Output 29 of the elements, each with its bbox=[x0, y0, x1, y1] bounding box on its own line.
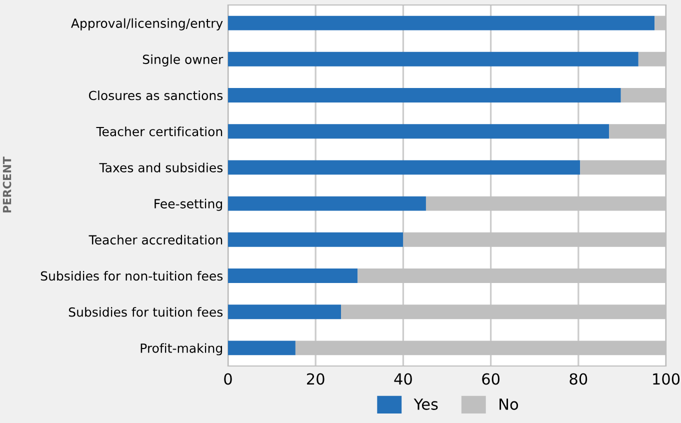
y-tick-label: Approval/licensing/entry bbox=[71, 18, 223, 30]
y-tick-label: Single owner bbox=[142, 54, 224, 66]
x-tick-label: 100 bbox=[653, 373, 680, 385]
x-tick-label: 20 bbox=[307, 373, 324, 385]
bar bbox=[228, 160, 580, 175]
bar bbox=[228, 304, 342, 320]
x-tick-label: 0 bbox=[224, 373, 232, 385]
y-tick-label: Subsidies for tuition fees bbox=[68, 307, 223, 317]
bar bbox=[228, 124, 610, 139]
y-tick-label: Profit-making bbox=[140, 343, 222, 356]
bar bbox=[228, 340, 296, 356]
bar bbox=[228, 232, 404, 247]
legend-label: Yes bbox=[414, 398, 438, 410]
legend-label: No bbox=[500, 398, 518, 410]
y-tick-label: Closures as sanctions bbox=[88, 90, 223, 100]
y-tick-label: Teacher accreditation bbox=[88, 234, 222, 245]
y-tick-label: Subsidies for non-tuition fees bbox=[40, 271, 223, 281]
bar bbox=[228, 196, 426, 211]
bar bbox=[228, 16, 655, 30]
bar bbox=[228, 52, 638, 66]
x-tick-label: 40 bbox=[394, 373, 412, 385]
y-tick-label: Fee-setting bbox=[154, 198, 222, 211]
x-tick-label: 60 bbox=[482, 373, 500, 385]
bar bbox=[228, 268, 358, 283]
x-tick-label: 80 bbox=[570, 373, 588, 385]
y-tick-label: Teacher certification bbox=[96, 126, 222, 136]
y-axis-title: PERCENT bbox=[2, 156, 12, 212]
y-tick-label: Taxes and subsidies bbox=[99, 162, 223, 172]
bar bbox=[228, 88, 621, 102]
